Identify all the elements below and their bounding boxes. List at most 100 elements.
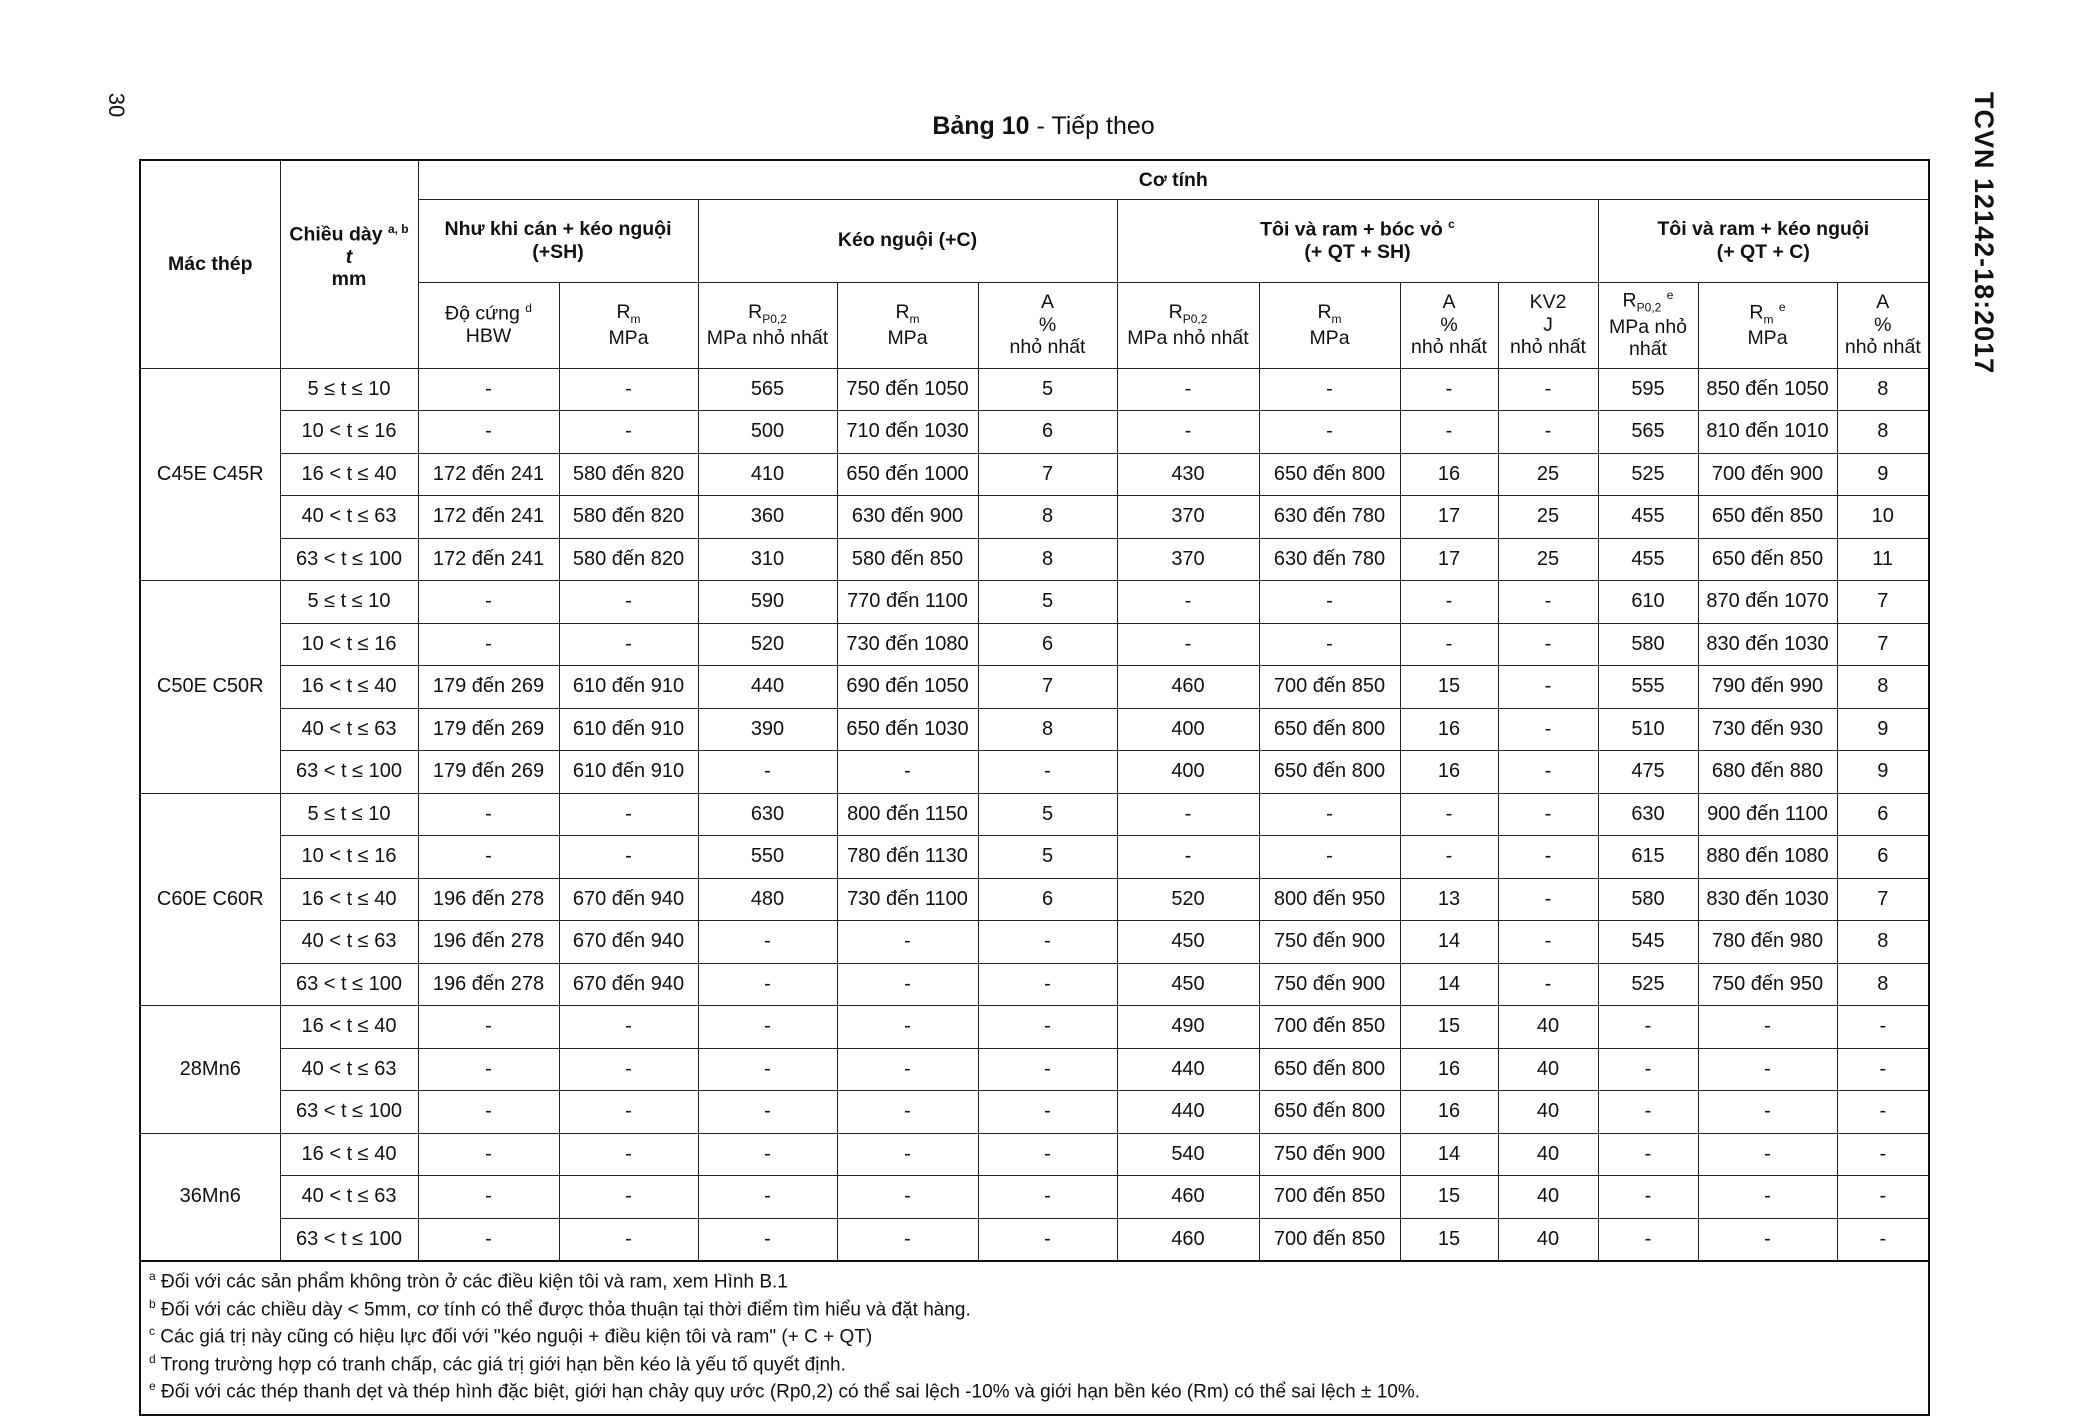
value-cell: 830 đến 1030 xyxy=(1697,877,1838,921)
value-cell: 7 xyxy=(1836,622,1930,666)
value-cell: 580 đến 820 xyxy=(558,452,699,496)
value-cell: - xyxy=(558,410,699,454)
table-row: C60E C60R 5 ≤ t ≤ 10- -630 800 đến 1150 5- - -… xyxy=(139,792,1930,1006)
value-cell: 450 xyxy=(1116,920,1260,964)
table-row: 40 < t ≤ 63 172 đến 241 580 đến 820 360 630 … xyxy=(140,495,1930,539)
value-cell: 900 đến 1100 xyxy=(1697,792,1838,836)
table-row: 63 < t ≤ 100- - - - -440 650 đến 800 16 40- - - xyxy=(140,1090,1930,1134)
value-cell: 6 xyxy=(977,622,1118,666)
value-cell: - xyxy=(558,835,699,879)
value-cell: 700 đến 850 xyxy=(1258,665,1401,709)
value-cell: 565 xyxy=(697,367,838,411)
thickness-cell: 5 ≤ t ≤ 10 xyxy=(279,580,419,624)
value-cell: - xyxy=(558,1132,699,1176)
value-cell: - xyxy=(977,1005,1118,1049)
value-cell: 670 đến 940 xyxy=(558,962,699,1006)
header-sub: RP0,2 e MPa nhỏ nhất xyxy=(1597,281,1699,369)
value-cell: - xyxy=(1399,367,1499,411)
value-cell: - xyxy=(697,1217,838,1262)
value-cell: 25 xyxy=(1497,495,1599,539)
value-cell: 650 đến 800 xyxy=(1258,750,1401,794)
value-cell: 555 xyxy=(1597,665,1699,709)
value-cell: - xyxy=(697,1047,838,1091)
value-cell: - xyxy=(977,1217,1118,1262)
value-cell: 770 đến 1100 xyxy=(836,580,979,624)
thickness-cell: 40 < t ≤ 63 xyxy=(279,1047,419,1091)
value-cell: 172 đến 241 xyxy=(417,537,560,581)
value-cell: - xyxy=(1597,1132,1699,1176)
value-cell: 750 đến 900 xyxy=(1258,962,1401,1006)
value-cell: - xyxy=(977,1090,1118,1134)
value-cell: 630 xyxy=(697,792,838,836)
value-cell: - xyxy=(417,367,560,411)
table-row: C45E C45R 5 ≤ t ≤ 10- -565 750 đến 1050 5- - -… xyxy=(139,367,1930,581)
value-cell: - xyxy=(1836,1175,1930,1219)
header-mechanical: Cơ tính xyxy=(417,159,1930,200)
value-cell: 6 xyxy=(977,410,1118,454)
steel-grade: 28Mn6 xyxy=(139,1005,281,1134)
value-cell: - xyxy=(1497,410,1599,454)
header-sub: Rm MPa xyxy=(836,281,979,369)
value-cell: - xyxy=(1116,622,1260,666)
kv2-symbol: KV2 xyxy=(1529,291,1567,314)
value-cell: 7 xyxy=(1836,580,1930,624)
table-row: 40 < t ≤ 63 196 đến 278 670 đến 940- - -450 7… xyxy=(140,920,1930,964)
value-cell: 7 xyxy=(1836,877,1930,921)
standard-code: TCVN 12142-18:2017 xyxy=(1969,92,1999,375)
value-cell: - xyxy=(417,792,560,836)
thickness-cell: 16 < t ≤ 40 xyxy=(279,1132,419,1176)
value-cell: 196 đến 278 xyxy=(417,877,560,921)
table-row: 63 < t ≤ 100 172 đến 241 580 đến 820 310 580… xyxy=(140,537,1930,581)
header-grade: Mác thép xyxy=(139,159,281,369)
header-sub: RP0,2 MPa nhỏ nhất xyxy=(697,281,838,369)
value-cell: 9 xyxy=(1836,750,1930,794)
value-cell: 179 đến 269 xyxy=(417,707,560,751)
value-cell: 630 đến 900 xyxy=(836,495,979,539)
table-row: 16 < t ≤ 40 196 đến 278 670 đến 940 480 730 … xyxy=(140,877,1930,921)
value-cell: 580 đến 820 xyxy=(558,495,699,539)
header-group: Như khi cán + kéo nguội (+SH) xyxy=(417,198,699,283)
value-cell: 455 xyxy=(1597,495,1699,539)
value-cell: 8 xyxy=(1836,410,1930,454)
table-row: 16 < t ≤ 40 172 đến 241 580 đến 820 410 650 … xyxy=(140,452,1930,496)
value-cell: 430 xyxy=(1116,452,1260,496)
value-cell: 6 xyxy=(977,877,1118,921)
value-cell: 40 xyxy=(1497,1005,1599,1049)
footnote: e Đối với các thép thanh dẹt và thép hìn… xyxy=(149,1379,1421,1403)
value-cell: 310 xyxy=(697,537,838,581)
value-cell: - xyxy=(417,835,560,879)
header-sub: Rm MPa xyxy=(558,281,699,369)
table-row: C50E C50R 5 ≤ t ≤ 10- -590 770 đến 1100 5- - -… xyxy=(139,580,1930,794)
value-cell: 40 xyxy=(1497,1217,1599,1262)
value-cell: 6 xyxy=(1836,835,1930,879)
value-cell: 700 đến 850 xyxy=(1258,1005,1401,1049)
value-cell: - xyxy=(1836,1217,1930,1262)
value-cell: - xyxy=(1497,367,1599,411)
value-cell: - xyxy=(1697,1047,1838,1091)
header-sub: A% nhỏ nhất xyxy=(1836,281,1930,369)
table-row: 63 < t ≤ 100- - - - -460 700 đến 850 15 40- - - xyxy=(140,1217,1930,1262)
value-cell: 8 xyxy=(977,537,1118,581)
value-cell: 25 xyxy=(1497,452,1599,496)
value-cell: - xyxy=(1697,1132,1838,1176)
value-cell: - xyxy=(1399,580,1499,624)
value-cell: - xyxy=(1697,1175,1838,1219)
header-sub: Rm MPa xyxy=(1258,281,1401,369)
thickness-cell: 16 < t ≤ 40 xyxy=(279,452,419,496)
table-number: Bảng 10 xyxy=(932,112,1030,140)
value-cell: - xyxy=(558,1090,699,1134)
header-sub: Độ cứng d HBW xyxy=(417,281,560,369)
value-cell: 525 xyxy=(1597,962,1699,1006)
value-cell: 8 xyxy=(1836,367,1930,411)
value-cell: 700 đến 850 xyxy=(1258,1217,1401,1262)
value-cell: 750 đến 900 xyxy=(1258,1132,1401,1176)
value-cell: - xyxy=(697,1132,838,1176)
value-cell: 14 xyxy=(1399,1132,1499,1176)
value-cell: 730 đến 1080 xyxy=(836,622,979,666)
value-cell: 580 đến 820 xyxy=(558,537,699,581)
value-cell: 830 đến 1030 xyxy=(1697,622,1838,666)
value-cell: 40 xyxy=(1497,1047,1599,1091)
thickness-cell: 16 < t ≤ 40 xyxy=(279,1005,419,1049)
value-cell: 17 xyxy=(1399,537,1499,581)
value-cell: 700 đến 900 xyxy=(1697,452,1838,496)
